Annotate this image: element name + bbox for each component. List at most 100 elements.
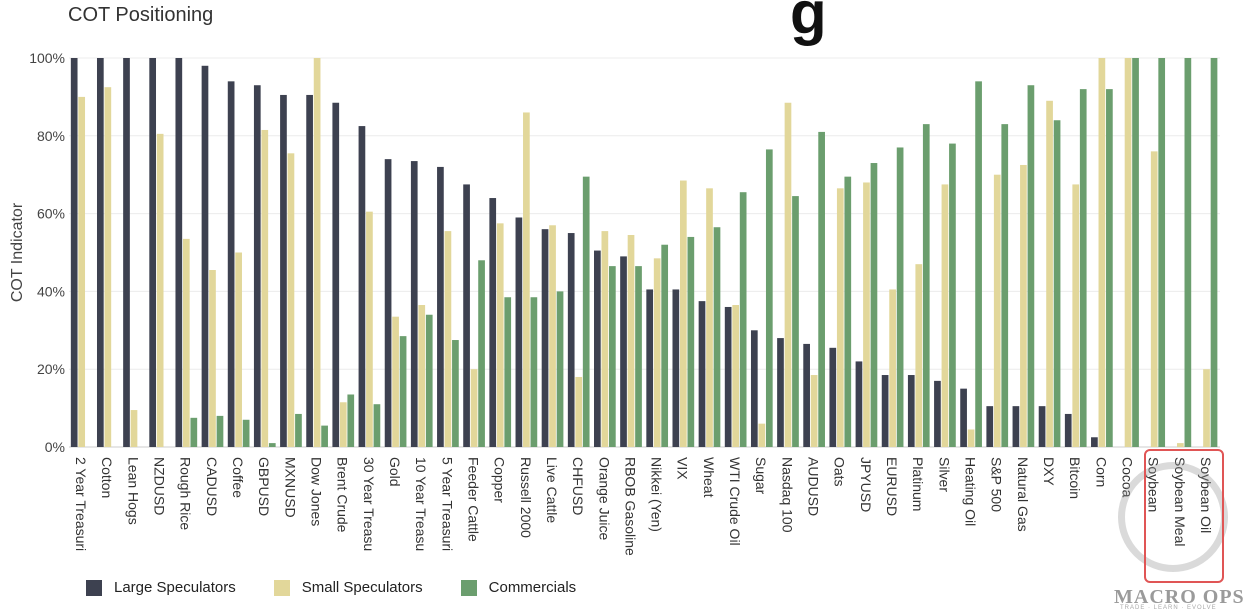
bar-small-speculators[interactable] [1020,164,1027,448]
bar-small-speculators[interactable] [758,423,766,447]
bar-large-speculators[interactable] [934,380,941,447]
bar-large-speculators[interactable] [541,229,549,447]
bar-large-speculators[interactable] [855,361,863,447]
bar-small-speculators[interactable] [679,180,687,447]
bar-small-speculators[interactable] [627,234,635,447]
bar-small-speculators[interactable] [1177,443,1184,447]
bar-small-speculators[interactable] [523,112,530,448]
bar-small-speculators[interactable] [863,182,870,448]
bar-large-speculators[interactable] [594,250,601,447]
bar-commercials[interactable] [922,124,930,447]
bar-small-speculators[interactable] [810,375,818,447]
legend-item-commercials[interactable]: Commercials [460,579,576,596]
bar-small-speculators[interactable] [339,402,347,447]
bar-commercials[interactable] [242,419,250,447]
bar-large-speculators[interactable] [123,58,130,447]
bar-commercials[interactable] [452,340,459,447]
bar-small-speculators[interactable] [889,289,896,447]
bar-large-speculators[interactable] [149,58,157,447]
legend-item-large-speculators[interactable]: Large Speculators [86,579,236,596]
bar-small-speculators[interactable] [967,429,975,448]
bar-small-speculators[interactable] [366,211,373,447]
bar-large-speculators[interactable] [489,198,497,447]
bar-large-speculators[interactable] [960,388,967,447]
bar-large-speculators[interactable] [881,375,889,447]
bar-large-speculators[interactable] [280,94,287,447]
bar-large-speculators[interactable] [306,94,313,447]
bar-commercials[interactable] [373,404,381,447]
bar-small-speculators[interactable] [418,305,426,447]
bar-large-speculators[interactable] [358,126,366,447]
bar-large-speculators[interactable] [1012,406,1020,447]
bar-large-speculators[interactable] [96,58,104,447]
bar-small-speculators[interactable] [706,188,713,447]
bar-commercials[interactable] [896,147,904,447]
bar-commercials[interactable] [347,394,355,447]
bar-commercials[interactable] [582,176,590,447]
bar-large-speculators[interactable] [672,289,680,447]
bar-large-speculators[interactable] [698,301,706,448]
bar-commercials[interactable] [321,425,328,447]
bar-large-speculators[interactable] [750,330,758,447]
bar-small-speculators[interactable] [1124,58,1132,447]
bar-small-speculators[interactable] [104,87,112,448]
bar-commercials[interactable] [687,236,695,447]
bar-large-speculators[interactable] [437,166,444,448]
bar-commercials[interactable] [818,131,825,447]
bar-commercials[interactable] [975,81,982,447]
bar-small-speculators[interactable] [549,225,556,447]
bar-commercials[interactable] [713,227,721,447]
bar-small-speculators[interactable] [392,316,399,447]
bar-small-speculators[interactable] [261,129,269,447]
bar-commercials[interactable] [556,291,564,447]
bar-large-speculators[interactable] [986,406,994,447]
bar-large-speculators[interactable] [1038,406,1046,447]
bar-commercials[interactable] [1106,89,1113,448]
bar-small-speculators[interactable] [1150,151,1158,448]
bar-commercials[interactable] [949,143,956,447]
bar-small-speculators[interactable] [732,305,740,447]
bar-commercials[interactable] [478,260,485,447]
bar-small-speculators[interactable] [444,231,452,447]
legend-item-small-speculators[interactable]: Small Speculators [273,579,423,596]
bar-small-speculators[interactable] [209,270,216,447]
bar-commercials[interactable] [268,443,276,447]
bar-commercials[interactable] [792,196,799,447]
bar-large-speculators[interactable] [515,217,523,447]
bar-small-speculators[interactable] [1046,100,1053,447]
bar-commercials[interactable] [635,266,642,447]
bar-small-speculators[interactable] [1072,184,1080,448]
bar-small-speculators[interactable] [836,188,844,447]
bar-small-speculators[interactable] [941,184,949,448]
bar-small-speculators[interactable] [235,252,242,448]
bar-commercials[interactable] [844,176,852,447]
bar-small-speculators[interactable] [287,153,295,447]
bar-large-speculators[interactable] [253,85,261,447]
bar-commercials[interactable] [765,149,773,448]
bar-commercials[interactable] [504,297,512,447]
bar-large-speculators[interactable] [332,102,340,448]
bar-commercials[interactable] [295,413,302,447]
bar-large-speculators[interactable] [201,65,209,447]
bar-small-speculators[interactable] [1098,58,1106,447]
bar-large-speculators[interactable] [410,161,418,447]
bar-large-speculators[interactable] [724,306,732,447]
bar-large-speculators[interactable] [1091,437,1098,447]
bar-small-speculators[interactable] [470,369,478,447]
bar-large-speculators[interactable] [620,256,627,447]
bar-small-speculators[interactable] [601,231,609,447]
bar-small-speculators[interactable] [915,264,923,447]
bar-large-speculators[interactable] [175,58,183,447]
bar-small-speculators[interactable] [496,223,504,447]
bar-small-speculators[interactable] [653,258,661,447]
bar-large-speculators[interactable] [829,347,837,447]
bar-large-speculators[interactable] [70,58,78,447]
bar-commercials[interactable] [1079,89,1087,448]
bar-large-speculators[interactable] [463,184,470,448]
bar-commercials[interactable] [216,415,224,447]
bar-commercials[interactable] [530,297,538,447]
bar-commercials[interactable] [1053,120,1061,448]
bar-commercials[interactable] [1001,124,1009,447]
bar-large-speculators[interactable] [227,81,235,447]
bar-commercials[interactable] [1132,58,1139,447]
